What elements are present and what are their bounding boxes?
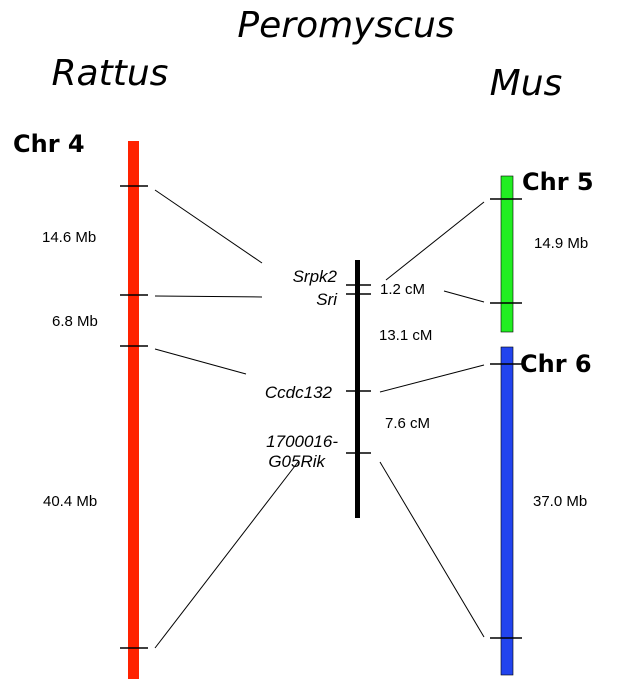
gene-label-srpk2: Srpk2 (293, 267, 338, 286)
species-rattus-title: Rattus (52, 53, 169, 94)
gene-label-sri: Sri (316, 290, 338, 309)
mouse-chr6-bar (500, 346, 514, 676)
connector-rat-sri (154, 295, 263, 298)
gene-label-ccdc132: Ccdc132 (265, 383, 333, 402)
rat-chr4-label: Chr 4 (13, 130, 85, 158)
gene-label-1700016: 1700016- (266, 432, 338, 451)
species-peromyscus-title: Peromyscus (237, 5, 454, 46)
connector-rat-srpk2 (154, 189, 263, 264)
peromyscus-distance-label: 13.1 cM (379, 327, 432, 344)
mouse-distance-label: 14.9 Mb (534, 235, 588, 252)
connector-g05rik-mouse (379, 461, 485, 638)
mouse-chr5-label: Chr 5 (522, 168, 594, 196)
connector-sri-mouse (443, 290, 485, 303)
peromyscus-distance-label: 1.2 cM (380, 281, 425, 298)
mouse-distance-label: 37.0 Mb (533, 493, 587, 510)
gene-label-g05rik: G05Rik (268, 452, 326, 471)
connector-ccdc132-mouse (379, 364, 485, 393)
rat-distance-label: 14.6 Mb (42, 229, 96, 246)
rat-distance-label: 6.8 Mb (52, 313, 98, 330)
connector-rat-g05rik (154, 461, 299, 649)
connector-rat-ccdc132 (154, 348, 247, 375)
rat-distance-label: 40.4 Mb (43, 493, 97, 510)
connector-srpk2-mouse (385, 201, 485, 281)
mouse-chr5-bar (500, 175, 514, 333)
species-mus-title: Mus (490, 63, 563, 104)
peromyscus-bar (355, 260, 360, 518)
mouse-chr6-label: Chr 6 (520, 350, 592, 378)
peromyscus-distance-label: 7.6 cM (385, 415, 430, 432)
rat-chr4-bar (128, 141, 139, 679)
